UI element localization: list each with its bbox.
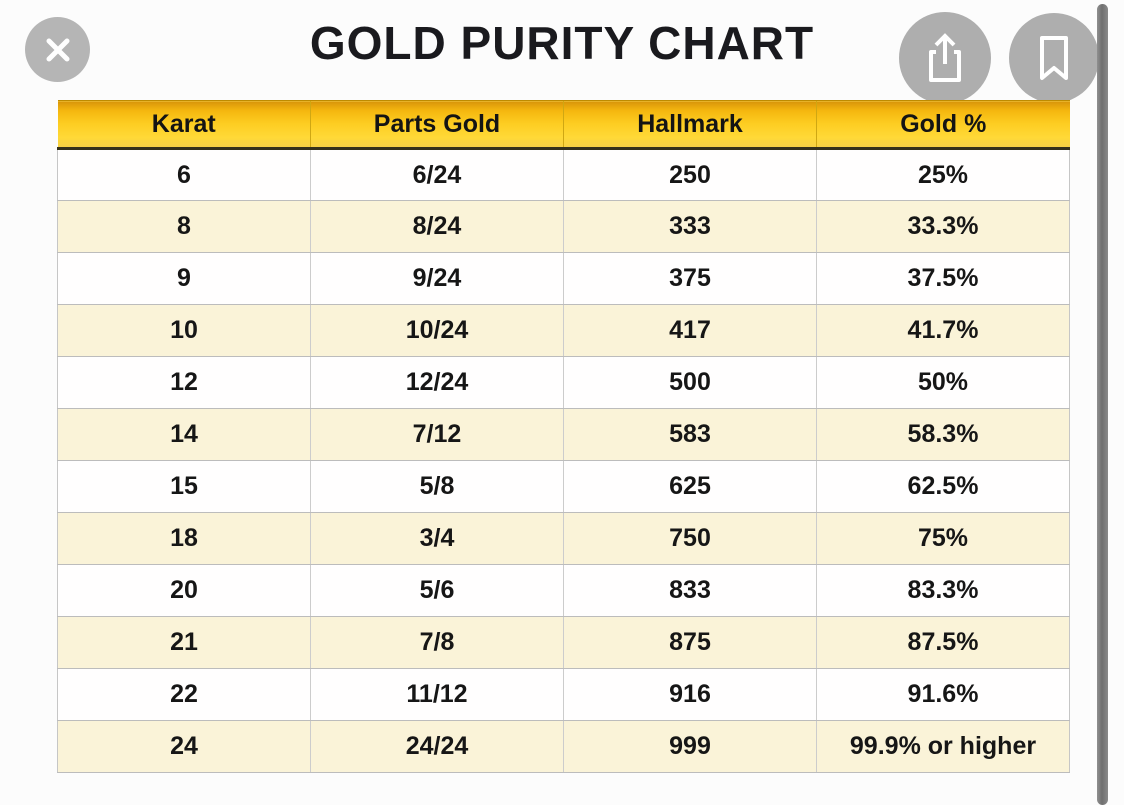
table-row: 20 5/6 833 83.3% — [57, 564, 1070, 617]
table-row: 9 9/24 375 37.5% — [57, 252, 1070, 305]
bookmark-icon — [1032, 32, 1076, 84]
table-cell: 5/8 — [310, 460, 564, 513]
table-row: 22 11/12 916 91.6% — [57, 668, 1070, 721]
table-cell: 50% — [816, 356, 1070, 409]
table-cell: 9 — [57, 252, 311, 305]
table-cell: 999 — [563, 720, 817, 773]
table-cell: 10 — [57, 304, 311, 357]
page-title: GOLD PURITY CHART — [309, 17, 815, 69]
table-cell: 15 — [57, 460, 311, 513]
table-row: 24 24/24 999 99.9% or higher — [57, 720, 1070, 773]
table-cell: 417 — [563, 304, 817, 357]
table-cell: 6/24 — [310, 148, 564, 201]
table-cell: 3/4 — [310, 512, 564, 565]
close-button[interactable] — [25, 17, 90, 82]
table-header-row: Karat Parts Gold Hallmark Gold % — [57, 100, 1070, 150]
table-cell: 41.7% — [816, 304, 1070, 357]
table-cell: 6 — [57, 148, 311, 201]
table-cell: 87.5% — [816, 616, 1070, 669]
table-cell: 24/24 — [310, 720, 564, 773]
table-cell: 10/24 — [310, 304, 564, 357]
table-cell: 62.5% — [816, 460, 1070, 513]
table-cell: 750 — [563, 512, 817, 565]
table-row: 10 10/24 417 41.7% — [57, 304, 1070, 357]
table-cell: 25% — [816, 148, 1070, 201]
column-header-parts-gold: Parts Gold — [310, 100, 564, 150]
table-row: 18 3/4 750 75% — [57, 512, 1070, 565]
table-body: 6 6/24 250 25% 8 8/24 333 33.3% 9 9/24 375 37.5% 10 1… — [57, 148, 1070, 773]
table-row: 15 5/8 625 62.5% — [57, 460, 1070, 513]
column-header-gold-pct: Gold % — [816, 100, 1070, 150]
table-cell: 916 — [563, 668, 817, 721]
vertical-scrollbar[interactable] — [1097, 4, 1108, 805]
share-icon — [919, 30, 971, 86]
share-button[interactable] — [899, 12, 991, 104]
table-cell: 21 — [57, 616, 311, 669]
table-cell: 7/12 — [310, 408, 564, 461]
table-cell: 5/6 — [310, 564, 564, 617]
table-cell: 24 — [57, 720, 311, 773]
table-cell: 583 — [563, 408, 817, 461]
table-cell: 20 — [57, 564, 311, 617]
table-cell: 18 — [57, 512, 311, 565]
table-cell: 11/12 — [310, 668, 564, 721]
table-cell: 33.3% — [816, 200, 1070, 253]
table-cell: 333 — [563, 200, 817, 253]
table-cell: 75% — [816, 512, 1070, 565]
table-cell: 37.5% — [816, 252, 1070, 305]
table-row: 21 7/8 875 87.5% — [57, 616, 1070, 669]
table-cell: 250 — [563, 148, 817, 201]
table-cell: 625 — [563, 460, 817, 513]
table-cell: 91.6% — [816, 668, 1070, 721]
column-header-karat: Karat — [57, 100, 311, 150]
bookmark-button[interactable] — [1009, 13, 1099, 103]
gold-purity-table: Karat Parts Gold Hallmark Gold % 6 6/24 25… — [57, 100, 1070, 773]
close-icon — [41, 33, 75, 67]
table-cell: 833 — [563, 564, 817, 617]
table-cell: 12 — [57, 356, 311, 409]
table-row: 14 7/12 583 58.3% — [57, 408, 1070, 461]
table-row: 12 12/24 500 50% — [57, 356, 1070, 409]
table-cell: 7/8 — [310, 616, 564, 669]
table-cell: 99.9% or higher — [816, 720, 1070, 773]
table-cell: 22 — [57, 668, 311, 721]
table-cell: 875 — [563, 616, 817, 669]
table-cell: 375 — [563, 252, 817, 305]
table-cell: 8 — [57, 200, 311, 253]
table-cell: 58.3% — [816, 408, 1070, 461]
table-cell: 500 — [563, 356, 817, 409]
table-cell: 9/24 — [310, 252, 564, 305]
table-cell: 12/24 — [310, 356, 564, 409]
column-header-hallmark: Hallmark — [563, 100, 817, 150]
table-cell: 8/24 — [310, 200, 564, 253]
table-cell: 14 — [57, 408, 311, 461]
table-row: 6 6/24 250 25% — [57, 148, 1070, 201]
table-row: 8 8/24 333 33.3% — [57, 200, 1070, 253]
table-cell: 83.3% — [816, 564, 1070, 617]
